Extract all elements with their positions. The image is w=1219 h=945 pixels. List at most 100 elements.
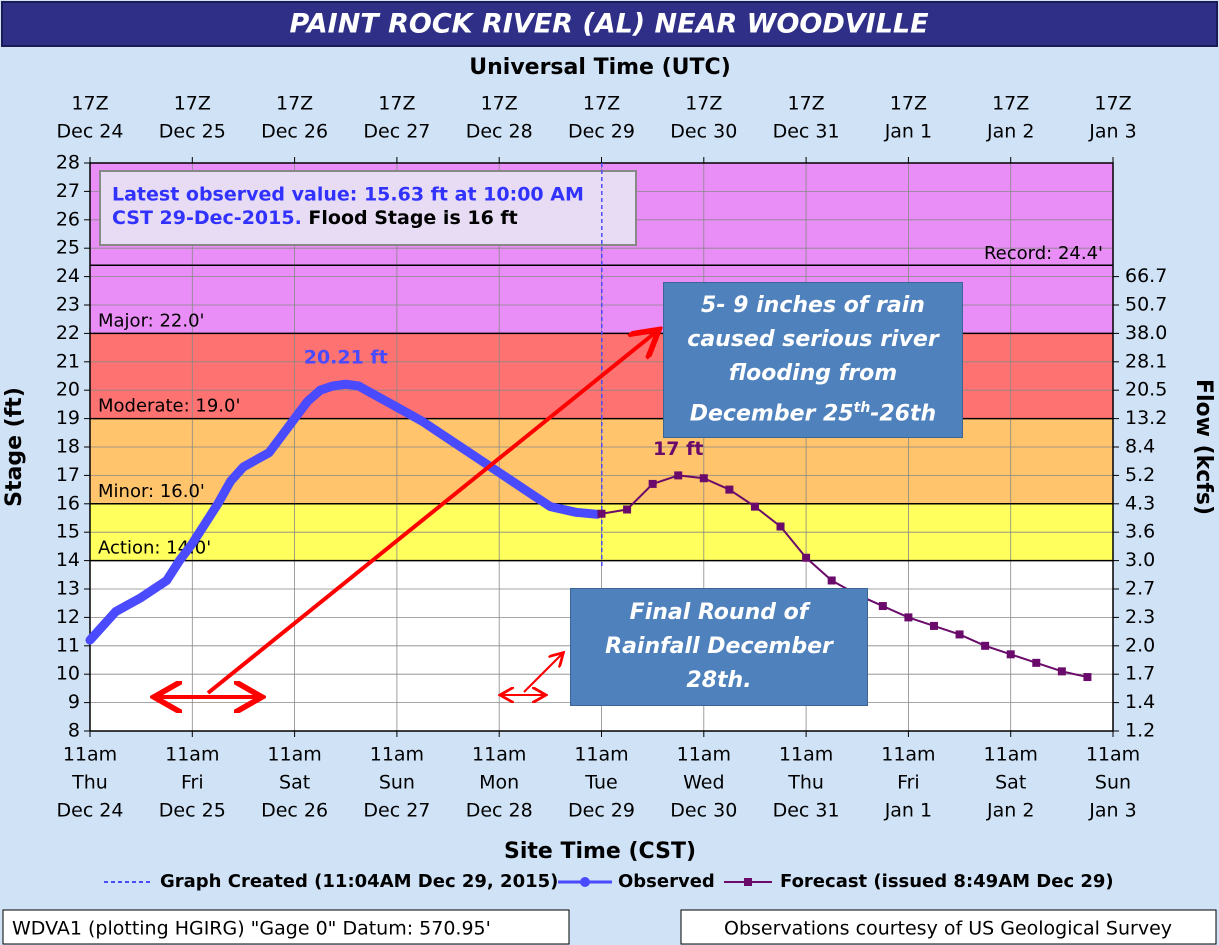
x-tick-label: Dec 26 (261, 800, 328, 822)
y2-tick-label: 4.3 (1125, 492, 1155, 514)
title-bar (1, 1, 1218, 47)
x2-tick-label: Dec 24 (57, 121, 124, 143)
y2-tick-label: 2.3 (1125, 606, 1155, 628)
x2-tick-label: Dec 31 (773, 121, 840, 143)
forecast-point (1057, 667, 1066, 676)
info-date: CST 29-Dec-2015. (112, 207, 302, 229)
x-tick-label: Fri (897, 772, 920, 794)
x-tick-label: 11am (472, 744, 526, 766)
info-text: Latest observed value: 15.63 ft at 10:00… (112, 184, 584, 206)
legend-swatch (580, 877, 590, 887)
x-tick-label: Sun (379, 772, 415, 794)
x2-tick-label: Dec 26 (261, 121, 328, 143)
y-tick-label: 20 (56, 379, 80, 401)
arrow (206, 332, 656, 695)
x-tick-label: Sun (1095, 772, 1131, 794)
x-tick-label: 11am (779, 744, 833, 766)
annotation-line: Rainfall December (605, 634, 833, 659)
x-tick-label: 11am (984, 744, 1038, 766)
x-tick-label: 11am (677, 744, 731, 766)
annotation-line: 28th. (686, 668, 752, 693)
plot-area: Action: 14.0'Minor: 16.0'Moderate: 19.0'… (56, 93, 1168, 893)
forecast-point (1083, 673, 1092, 682)
y2-tick-label: 28.1 (1125, 350, 1167, 372)
x-tick-label: 11am (370, 744, 424, 766)
record-label: Record: 24.4' (984, 243, 1103, 264)
annotation-text: -26th (870, 401, 937, 427)
y-tick-label: 11 (56, 634, 80, 656)
annotation-box: Final Round of Rainfall December 28th. (570, 588, 868, 706)
x-tick-label: Thu (787, 772, 824, 794)
x-tick-label: Dec 27 (363, 800, 430, 822)
forecast-point (648, 479, 657, 488)
chart-title: PAINT ROCK RIVER (AL) NEAR WOODVILLE (289, 9, 929, 40)
flood-stage: Flood Stage is 16 ft (308, 207, 517, 229)
x2-tick-label: 17Z (1094, 93, 1131, 115)
y-tick-label: 28 (56, 152, 80, 174)
x2-tick-label: 17Z (276, 93, 313, 115)
x-tick-label: 11am (1086, 744, 1140, 766)
legend-label: Observed (618, 871, 715, 892)
forecast-point (904, 613, 913, 622)
x-tick-label: Dec 31 (773, 800, 840, 822)
y2-tick-label: 20.5 (1125, 379, 1167, 401)
y-tick-label: 13 (56, 578, 80, 600)
y-tick-label: 8 (68, 720, 80, 742)
x-tick-label: Jan 1 (884, 800, 932, 822)
x2-tick-label: 17Z (787, 93, 824, 115)
arrow (523, 654, 562, 693)
y2-tick-label: 3.0 (1125, 549, 1155, 571)
x-tick-label: Thu (71, 772, 108, 794)
x-tick-label: Dec 24 (57, 800, 124, 822)
y2-tick-label: 13.2 (1125, 407, 1167, 429)
footer-right: Observations courtesy of US Geological S… (724, 918, 1172, 940)
x2-tick-label: 17Z (992, 93, 1029, 115)
forecast-point (878, 602, 887, 611)
x-tick-label: Dec 29 (568, 800, 635, 822)
forecast-point (776, 522, 785, 531)
legend-swatch (744, 878, 752, 886)
y2-tick-label: 2.7 (1125, 578, 1155, 600)
y2-tick-label: 5.2 (1125, 464, 1155, 486)
x-tick-label: Dec 28 (466, 800, 533, 822)
forecast-point (802, 553, 811, 562)
y-tick-label: 18 (56, 436, 80, 458)
x-tick-label: 11am (267, 744, 321, 766)
forecast-point (1032, 658, 1041, 667)
y-tick-label: 12 (56, 606, 80, 628)
x2-tick-label: Dec 27 (363, 121, 430, 143)
forecast-point (623, 505, 632, 514)
y2-tick-label: 1.7 (1125, 663, 1155, 685)
x2-tick-label: Dec 30 (670, 121, 737, 143)
x-tick-label: Jan 3 (1088, 800, 1136, 822)
y2-tick-label: 66.7 (1125, 265, 1167, 287)
y-tick-label: 23 (56, 294, 80, 316)
x-tick-label: Wed (683, 772, 724, 794)
y-tick-label: 21 (56, 350, 80, 372)
forecast-point (1006, 650, 1015, 659)
x2-tick-label: 17Z (481, 93, 518, 115)
value-label: 20.21 ft (304, 347, 388, 369)
forecast-point (674, 471, 683, 480)
x-tick-label: Dec 30 (670, 800, 737, 822)
y-tick-label: 15 (56, 521, 80, 543)
flood-label: Moderate: 19.0' (98, 396, 240, 417)
y2-tick-label: 50.7 (1125, 294, 1167, 316)
overlay (158, 332, 656, 697)
info-text: CST 29-Dec-2015. Flood Stage is 16 ft (112, 207, 518, 229)
x2-tick-label: Jan 2 (986, 121, 1034, 143)
forecast-point (827, 576, 836, 585)
footer-left: WDVA1 (plotting HGIRG) "Gage 0" Datum: 5… (12, 918, 491, 940)
x2-tick-label: Jan 1 (884, 121, 932, 143)
y2-axis-label: Flow (kcfs) (1191, 379, 1216, 515)
footer-box (680, 909, 1217, 945)
footer-box (2, 909, 570, 945)
x2-tick-label: 17Z (71, 93, 108, 115)
y-tick-label: 24 (56, 265, 80, 287)
y-tick-label: 9 (68, 691, 80, 713)
x-axis-label: Site Time (CST) (504, 839, 696, 864)
x-tick-label: 11am (881, 744, 935, 766)
annotation-line: Final Round of (629, 600, 809, 625)
annotation-line: caused serious river (687, 326, 939, 352)
